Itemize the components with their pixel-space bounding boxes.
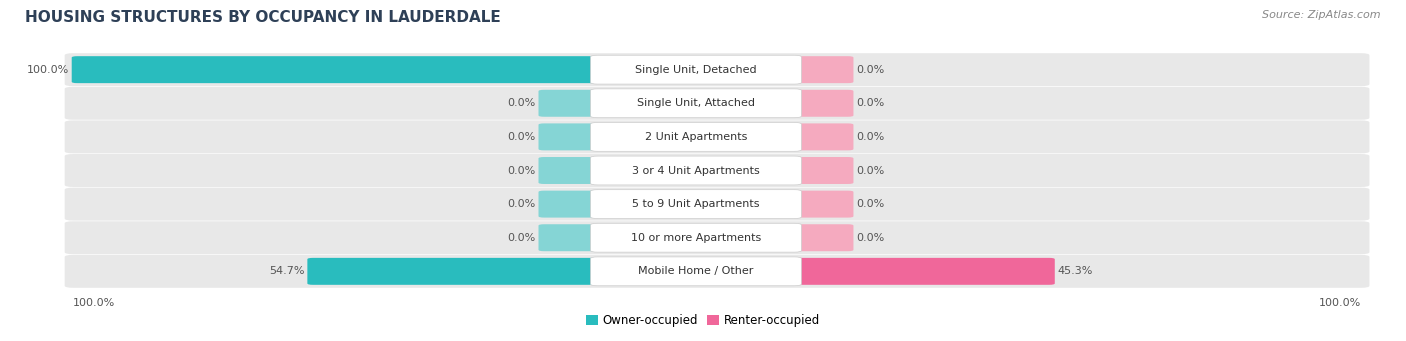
Text: HOUSING STRUCTURES BY OCCUPANCY IN LAUDERDALE: HOUSING STRUCTURES BY OCCUPANCY IN LAUDE… bbox=[25, 10, 501, 25]
FancyBboxPatch shape bbox=[538, 191, 603, 218]
Text: 0.0%: 0.0% bbox=[508, 165, 536, 176]
FancyBboxPatch shape bbox=[72, 56, 603, 83]
FancyBboxPatch shape bbox=[65, 154, 1369, 187]
Text: 10 or more Apartments: 10 or more Apartments bbox=[631, 233, 761, 243]
FancyBboxPatch shape bbox=[65, 53, 1369, 86]
FancyBboxPatch shape bbox=[591, 156, 801, 185]
FancyBboxPatch shape bbox=[308, 258, 603, 285]
FancyBboxPatch shape bbox=[538, 123, 603, 150]
Text: 0.0%: 0.0% bbox=[856, 233, 884, 243]
Text: 45.3%: 45.3% bbox=[1057, 266, 1092, 276]
FancyBboxPatch shape bbox=[591, 55, 801, 84]
Text: Mobile Home / Other: Mobile Home / Other bbox=[638, 266, 754, 276]
Text: 100.0%: 100.0% bbox=[73, 298, 115, 308]
Text: 2 Unit Apartments: 2 Unit Apartments bbox=[645, 132, 747, 142]
FancyBboxPatch shape bbox=[789, 258, 1054, 285]
Text: 0.0%: 0.0% bbox=[508, 233, 536, 243]
Text: Single Unit, Attached: Single Unit, Attached bbox=[637, 98, 755, 108]
FancyBboxPatch shape bbox=[591, 190, 801, 219]
FancyBboxPatch shape bbox=[789, 191, 853, 218]
Text: Single Unit, Detached: Single Unit, Detached bbox=[636, 65, 756, 75]
Text: 0.0%: 0.0% bbox=[508, 199, 536, 209]
FancyBboxPatch shape bbox=[65, 255, 1369, 288]
FancyBboxPatch shape bbox=[591, 122, 801, 151]
FancyBboxPatch shape bbox=[789, 90, 853, 117]
FancyBboxPatch shape bbox=[65, 221, 1369, 254]
FancyBboxPatch shape bbox=[538, 90, 603, 117]
FancyBboxPatch shape bbox=[538, 224, 603, 251]
Text: 0.0%: 0.0% bbox=[508, 98, 536, 108]
Legend: Owner-occupied, Renter-occupied: Owner-occupied, Renter-occupied bbox=[581, 309, 825, 332]
Text: Source: ZipAtlas.com: Source: ZipAtlas.com bbox=[1263, 10, 1381, 20]
FancyBboxPatch shape bbox=[789, 157, 853, 184]
Text: 0.0%: 0.0% bbox=[856, 98, 884, 108]
Text: 0.0%: 0.0% bbox=[856, 165, 884, 176]
Text: 0.0%: 0.0% bbox=[856, 132, 884, 142]
FancyBboxPatch shape bbox=[789, 56, 853, 83]
Text: 3 or 4 Unit Apartments: 3 or 4 Unit Apartments bbox=[633, 165, 759, 176]
FancyBboxPatch shape bbox=[65, 120, 1369, 153]
Text: 100.0%: 100.0% bbox=[1319, 298, 1361, 308]
FancyBboxPatch shape bbox=[65, 87, 1369, 120]
Text: 0.0%: 0.0% bbox=[856, 65, 884, 75]
FancyBboxPatch shape bbox=[538, 157, 603, 184]
Text: 5 to 9 Unit Apartments: 5 to 9 Unit Apartments bbox=[633, 199, 759, 209]
FancyBboxPatch shape bbox=[65, 188, 1369, 221]
FancyBboxPatch shape bbox=[591, 257, 801, 286]
FancyBboxPatch shape bbox=[591, 223, 801, 252]
FancyBboxPatch shape bbox=[789, 123, 853, 150]
Text: 0.0%: 0.0% bbox=[856, 199, 884, 209]
Text: 100.0%: 100.0% bbox=[27, 65, 69, 75]
FancyBboxPatch shape bbox=[789, 224, 853, 251]
Text: 54.7%: 54.7% bbox=[269, 266, 305, 276]
Text: 0.0%: 0.0% bbox=[508, 132, 536, 142]
FancyBboxPatch shape bbox=[591, 89, 801, 118]
